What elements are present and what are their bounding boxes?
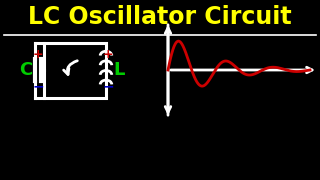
Text: −: − [32,79,44,93]
Text: LC Oscillator Circuit: LC Oscillator Circuit [28,5,292,29]
Text: C: C [20,61,33,79]
Bar [44,42,106,98]
Text: L: L [113,61,125,79]
Text: +: + [33,48,43,60]
Text: −: − [102,79,114,93]
Text: +: + [103,48,113,60]
